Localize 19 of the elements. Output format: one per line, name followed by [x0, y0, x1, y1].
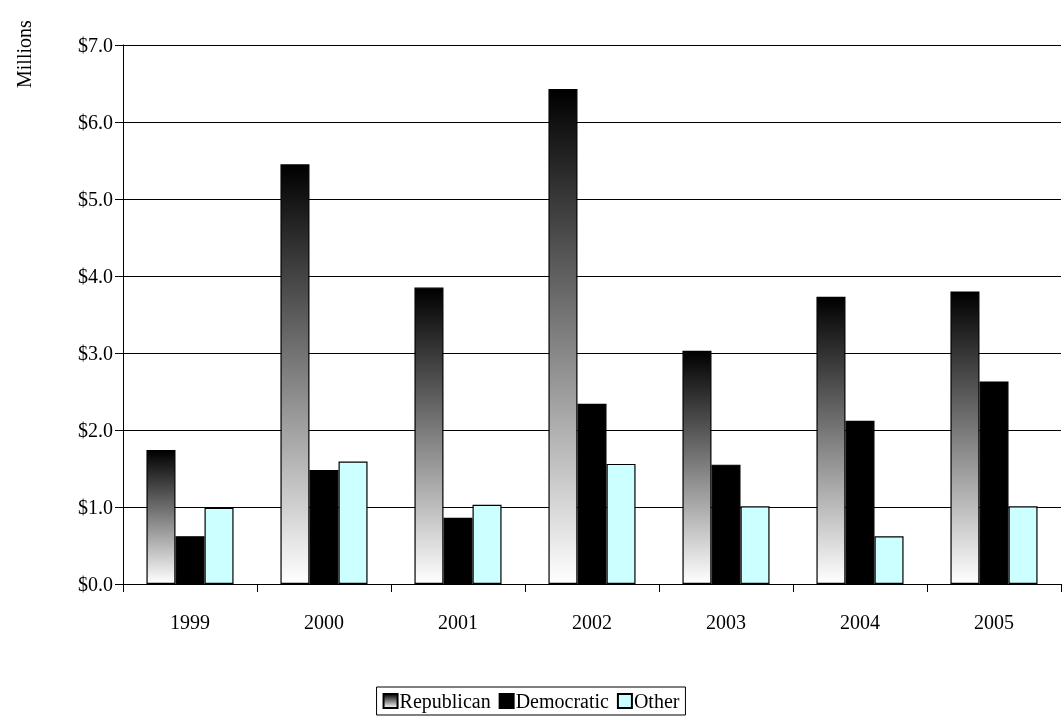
y-tick-label: $0.0 — [78, 573, 113, 595]
legend-label: Democratic — [515, 690, 610, 712]
y-tick-label: $7.0 — [78, 34, 113, 56]
y-axis-title: Millions — [13, 19, 35, 88]
x-tick-label: 2002 — [572, 611, 612, 633]
y-tick-label: $4.0 — [78, 265, 113, 287]
legend-label: Republican — [399, 690, 491, 713]
legend-label: Other — [633, 690, 680, 712]
x-tick-label: 2003 — [706, 611, 746, 633]
x-tick-label: 2004 — [840, 611, 880, 633]
x-tick-label: 2000 — [304, 611, 344, 633]
y-tick-label: $2.0 — [78, 419, 113, 441]
y-tick-label: $6.0 — [78, 111, 113, 133]
x-tick-label: 2001 — [438, 611, 478, 633]
y-tick-label: $3.0 — [78, 342, 113, 364]
x-tick-label: 2005 — [974, 611, 1014, 633]
x-tick-label: 1999 — [170, 611, 210, 633]
y-tick-label: $5.0 — [78, 188, 113, 210]
y-tick-label: $1.0 — [78, 496, 113, 518]
